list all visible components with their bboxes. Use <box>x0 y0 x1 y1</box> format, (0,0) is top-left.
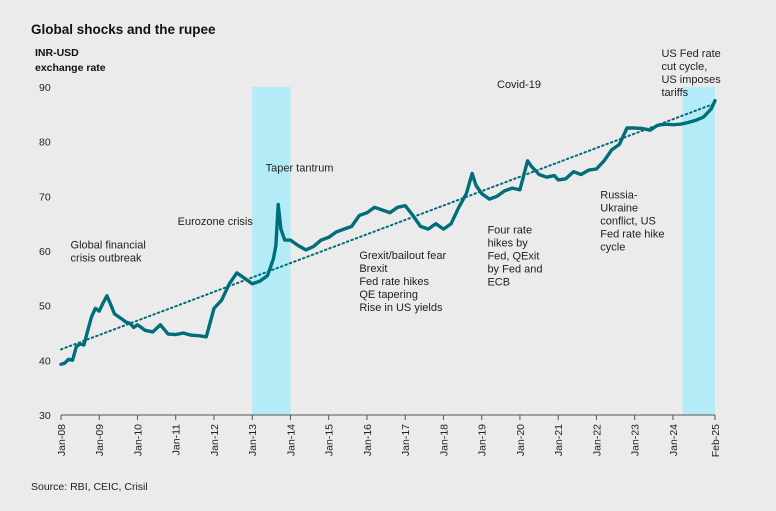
y-tick-label: 50 <box>39 301 51 313</box>
highlight-band-1 <box>252 87 291 415</box>
y-tick-label: 40 <box>39 355 51 367</box>
annotation-2: Eurozone crisis <box>178 216 254 228</box>
annotation-4: Grexit/bailout fear Brexit Fed rate hikes Q… <box>359 250 446 314</box>
y-axis: 30 40 50 60 70 80 90 <box>39 82 51 422</box>
annotation-8: US Fed rate cut cycle, US imposes tariffs <box>661 48 721 99</box>
exchange-rate-line <box>59 98 717 366</box>
x-tick-label: Jan-13 <box>247 424 259 456</box>
x-tick-label: Jan-22 <box>591 424 603 456</box>
x-tick-label: Jan-19 <box>477 424 489 456</box>
x-tick-label: Jan-16 <box>362 424 374 456</box>
highlight-band-2 <box>682 87 715 415</box>
x-tick-label: Jan-17 <box>400 424 412 456</box>
chart-title: Global shocks and the rupee <box>31 22 216 37</box>
highlight-bands <box>252 87 715 415</box>
annotation-6: Four rate hikes by Fed, QExit by Fed and ECB <box>487 225 542 289</box>
x-axis: Jan-08 Jan-09 Jan-10 Jan-11 Jan-12 Jan-13 Jan-… <box>56 414 722 457</box>
x-tick-label: Jan-08 <box>56 424 68 456</box>
x-tick-label: Jan-24 <box>668 424 680 456</box>
annotation-5: Covid-19 <box>497 79 541 91</box>
annotation-3: Taper tantrum <box>266 163 334 175</box>
y-tick-label: 30 <box>39 410 51 422</box>
x-tick-label: Jan-20 <box>515 424 527 456</box>
series-group <box>59 98 717 366</box>
annotation-1: Global financial crisis outbreak <box>71 239 146 264</box>
x-tick-label: Jan-11 <box>171 424 183 455</box>
x-tick-label: Jan-15 <box>324 424 336 456</box>
x-tick-label: Jan-12 <box>209 424 221 456</box>
x-tick-label: Jan-09 <box>94 424 106 456</box>
y-axis-label-line-1: INR-USD <box>35 47 79 59</box>
x-tick-label: Jan-18 <box>438 424 450 456</box>
y-tick-label: 60 <box>39 246 51 258</box>
y-tick-label: 70 <box>39 191 51 203</box>
x-tick-label: Jan-14 <box>285 424 297 456</box>
y-axis-label-line-2: exchange rate <box>35 62 106 74</box>
y-tick-label: 90 <box>39 82 51 94</box>
annotation-7: Russia-Ukraine conflict, US Fed rate hike c… <box>600 190 664 254</box>
x-tick-label: Jan-21 <box>553 424 565 456</box>
y-tick-label: 80 <box>39 137 51 149</box>
x-tick-label: Jan-23 <box>630 424 642 456</box>
source-note: Source: RBI, CEIC, Crisil <box>31 481 148 493</box>
x-tick-label: Jan-10 <box>132 424 144 456</box>
trend-line <box>60 102 716 351</box>
annotations: Global financial crisis outbreak Eurozone … <box>71 48 722 314</box>
x-tick-label: Feb-25 <box>710 424 722 457</box>
